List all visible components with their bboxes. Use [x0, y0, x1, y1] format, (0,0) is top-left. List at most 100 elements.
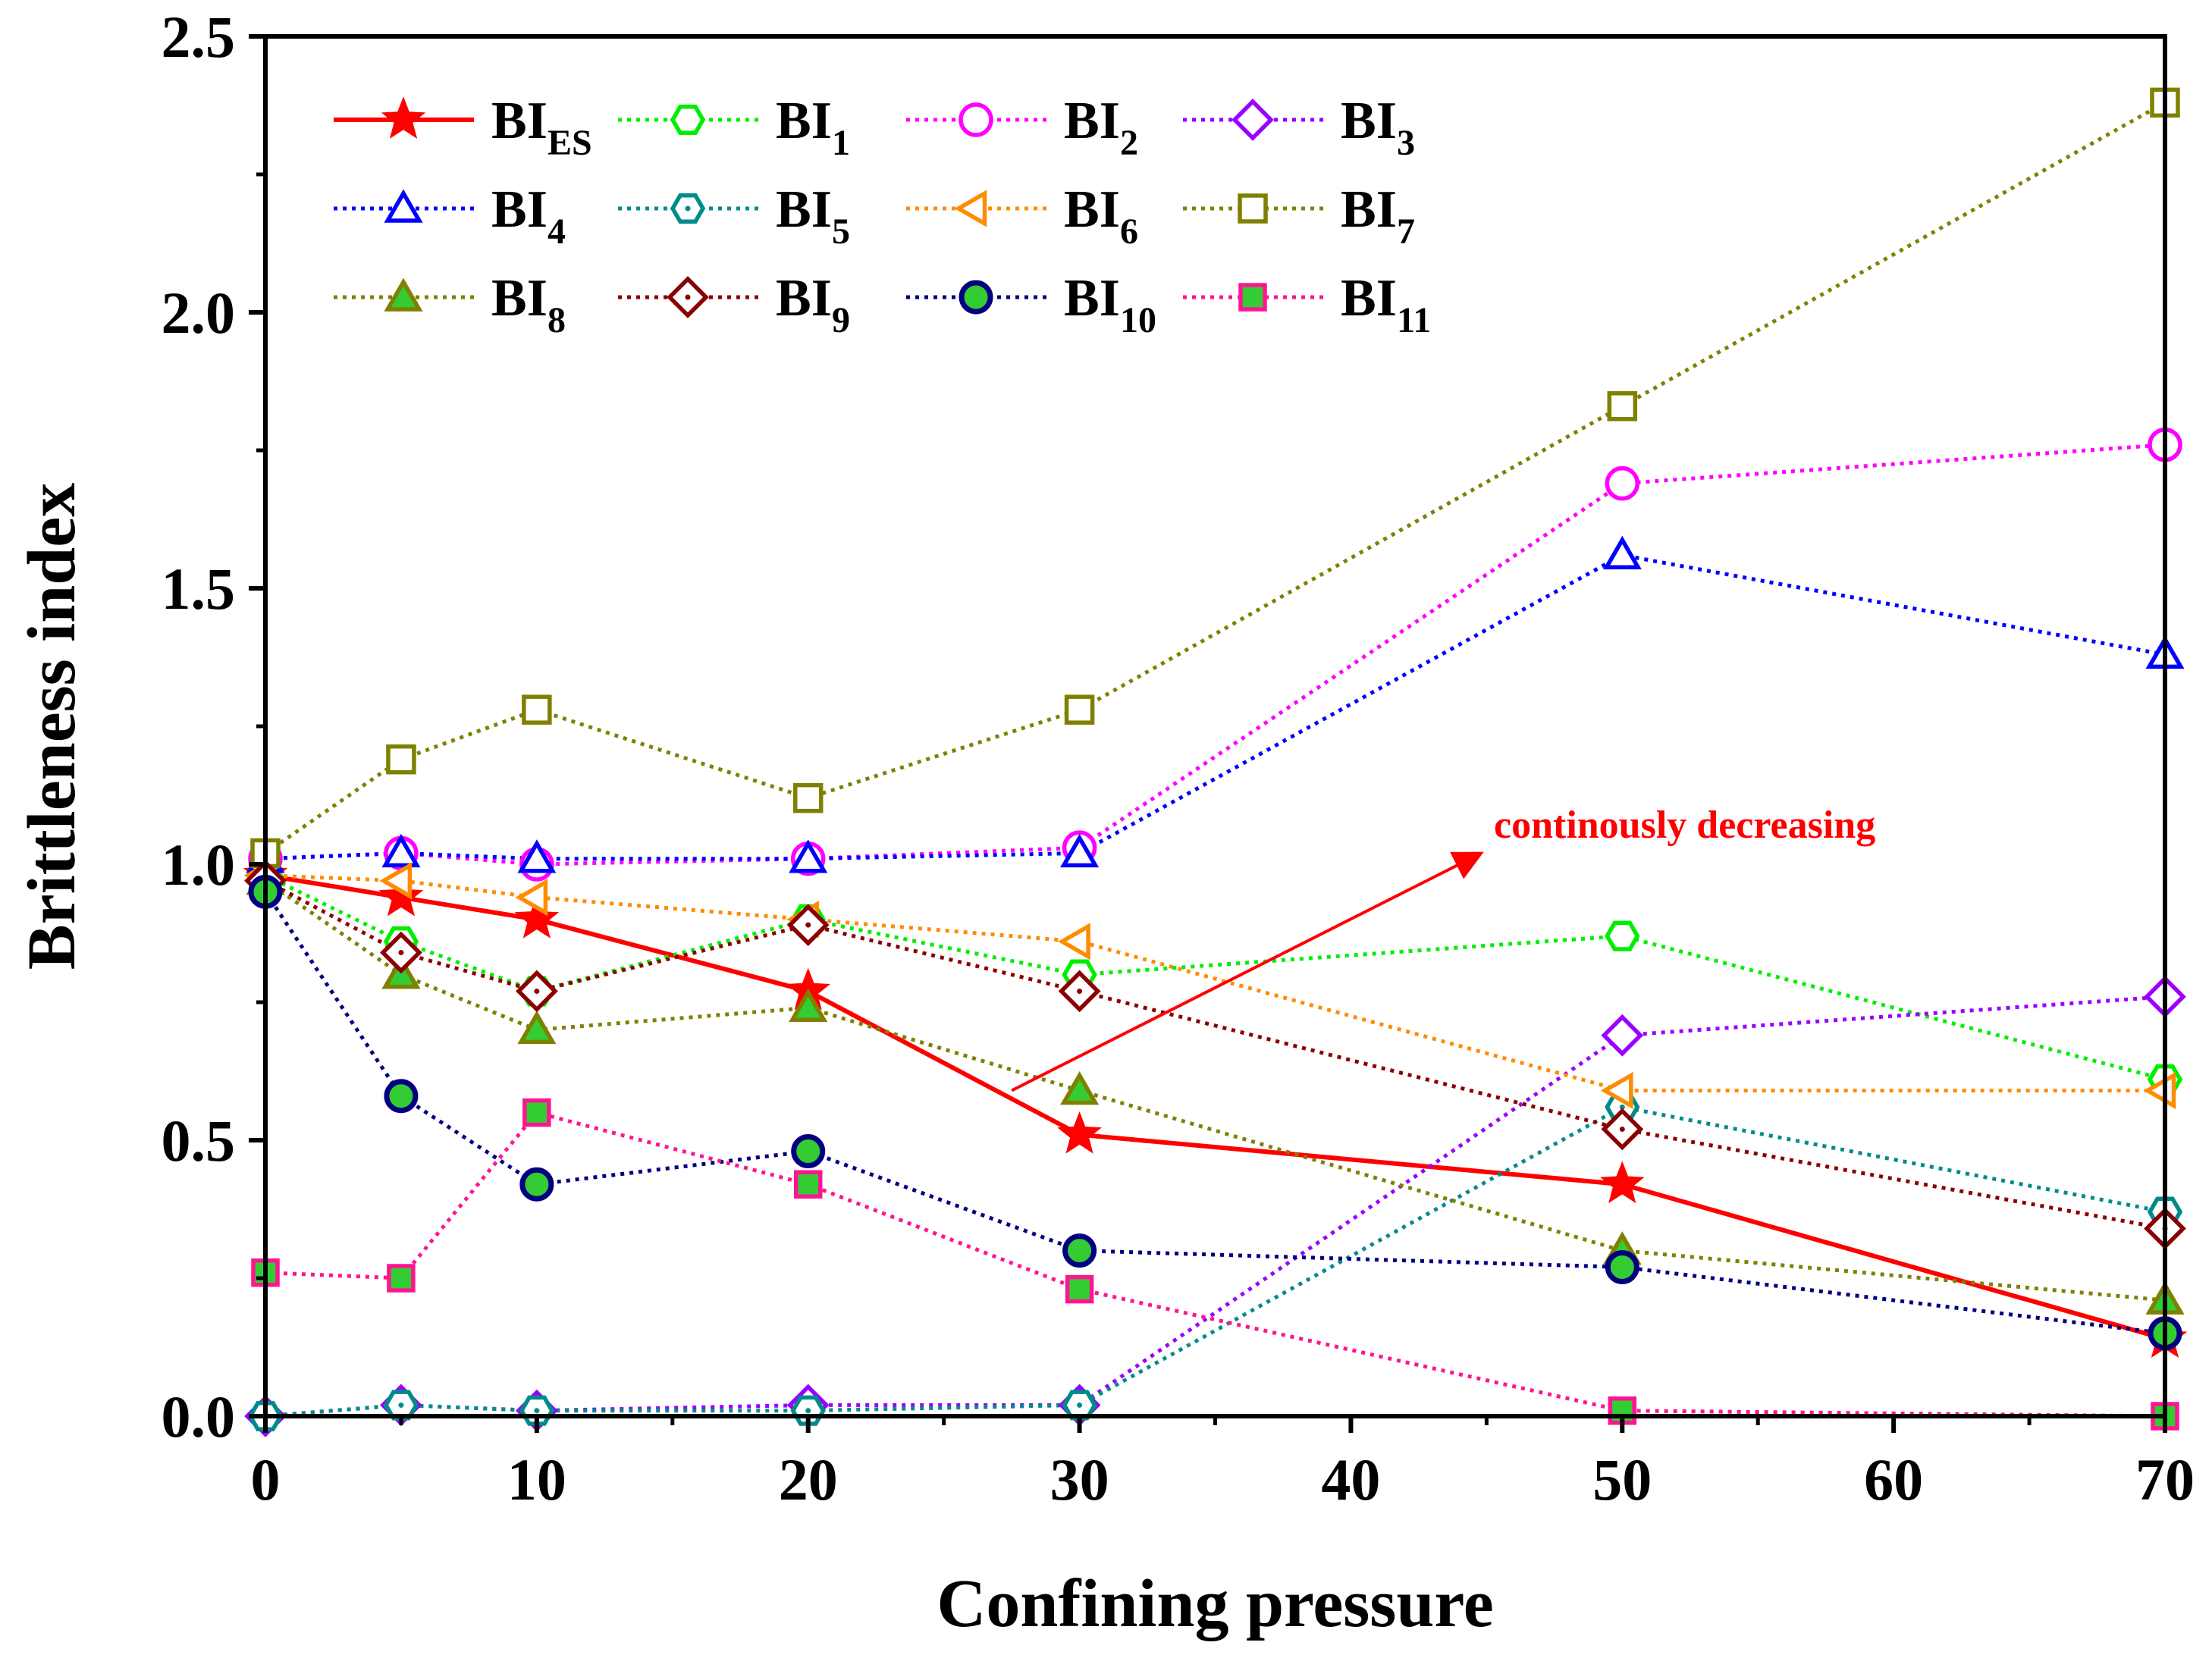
data-point-bi10: [519, 1167, 554, 1202]
series-line-11: [265, 1110, 2166, 1418]
data-point-bi2: [1605, 465, 1640, 501]
data-point-bi10: [384, 1079, 419, 1114]
data-point-bi8: [1060, 1071, 1100, 1105]
data-point-bi11: [387, 1264, 416, 1293]
data-point-bi6: [379, 862, 413, 900]
data-point-bi10: [791, 1134, 826, 1169]
data-point-bi7: [1607, 391, 1638, 422]
y-tick-label: 1.5: [162, 556, 236, 622]
y-axis-title: Brittleness index: [14, 483, 89, 970]
legend-marker-bi1: [670, 104, 706, 136]
data-point-bi9-dot: [1077, 988, 1083, 994]
legend-label-bi9: BI9: [776, 269, 850, 340]
legend-marker-bi3: [1232, 99, 1274, 141]
x-tick-label: 40: [1321, 1446, 1380, 1512]
data-point-bi4: [1060, 833, 1100, 868]
legend-marker-bi6: [954, 190, 987, 227]
data-point-bies: [1057, 1111, 1102, 1154]
annotation-arrow: [1011, 851, 1484, 1092]
data-point-bi8: [789, 988, 828, 1023]
data-point-bi7: [792, 782, 824, 813]
legend-label-bi1: BI1: [776, 92, 850, 163]
data-point-bies: [378, 873, 424, 917]
legend-marker-bies: [381, 96, 426, 139]
legend-marker-bi7: [1238, 193, 1268, 224]
series-line-6: [265, 873, 2165, 1092]
data-point-bi9-dot: [398, 949, 404, 955]
legend-subscript: 5: [832, 212, 850, 252]
data-point-bi4: [789, 839, 828, 873]
legend-marker-bi9-dot: [685, 294, 691, 300]
legend-subscript: 11: [1397, 300, 1431, 340]
legend-marker-bi4: [384, 189, 423, 223]
axes-layer: 0 10 20 30 40 50 60 70 0.0 0.5 1.0 1.5 2.0 2.5: [162, 4, 2195, 1512]
data-point-bi6: [1058, 923, 1090, 961]
legend-label-bi3: BI3: [1341, 92, 1415, 163]
data-point-bi5-dot: [398, 1402, 404, 1408]
legend: BIES BI1 BI2 BI3 BI4 BI5 BI6 BI7 BI8 BI9 BI10 BI11: [334, 92, 1431, 340]
legend-subscript: 10: [1120, 300, 1156, 340]
legend-marker-bi2: [959, 102, 993, 137]
data-point-bi6: [1600, 1071, 1633, 1110]
y-tick-label: 0.0: [162, 1384, 236, 1450]
annotation-layer: continously decreasing: [1011, 804, 1875, 1092]
legend-marker-bi10: [959, 280, 993, 315]
legend-marker-bi8: [384, 277, 423, 312]
data-point-bi7: [386, 744, 416, 775]
data-point-bi10: [1062, 1233, 1097, 1268]
series-line-2: [265, 443, 2166, 867]
data-point-bi3: [1601, 1014, 1644, 1057]
x-tick-label: 20: [779, 1446, 838, 1512]
x-tick-label: 0: [251, 1446, 281, 1512]
series-line-8: [264, 879, 2166, 1302]
data-point-bi9-dot: [534, 988, 540, 994]
x-tick-label: 50: [1592, 1446, 1652, 1512]
legend-label-bi10: BI10: [1064, 269, 1156, 340]
legend-subscript: 7: [1397, 212, 1415, 252]
legend-subscript: 6: [1120, 212, 1138, 252]
legend-label-bi5: BI5: [776, 180, 850, 252]
legend-subscript: 4: [548, 212, 566, 252]
legend-label-bi4: BI4: [491, 180, 566, 252]
y-tick-label: 2.5: [162, 4, 236, 70]
data-point-bi1: [1605, 920, 1640, 951]
annotation-text: continously decreasing: [1494, 804, 1875, 847]
data-point-bi9-dot: [805, 922, 811, 928]
x-axis-title: Confining pressure: [937, 1566, 1493, 1641]
data-point-bi4: [381, 833, 421, 868]
x-tick-label: 70: [2135, 1446, 2195, 1512]
y-tick-label: 1.0: [162, 832, 236, 898]
data-point-bi7: [522, 694, 552, 725]
series-line-3: [265, 995, 2166, 1418]
data-point-bi6: [515, 879, 548, 917]
legend-subscript: ES: [548, 123, 592, 163]
x-tick-label: 60: [1864, 1446, 1923, 1512]
series-line-5: [265, 1105, 2166, 1418]
data-point-bi8: [517, 1010, 557, 1045]
y-tick-label: 0.5: [162, 1108, 236, 1174]
data-point-bi11: [793, 1170, 823, 1199]
legend-subscript: 3: [1397, 123, 1415, 163]
legend-subscript: 1: [832, 123, 850, 163]
data-point-bi11: [1065, 1274, 1094, 1304]
legend-label-bi11: BI11: [1341, 269, 1431, 340]
data-point-bies: [514, 896, 560, 939]
data-point-bi9-dot: [1619, 1126, 1625, 1132]
legend-marker-bi11: [1238, 283, 1267, 312]
legend-label-bi2: BI2: [1064, 92, 1138, 163]
x-tick-label: 30: [1050, 1446, 1109, 1512]
legend-label-bi7: BI7: [1341, 180, 1415, 252]
data-point-bies: [1600, 1161, 1645, 1204]
legend-label-bi6: BI6: [1064, 180, 1138, 252]
legend-label-bies: BIES: [491, 92, 592, 163]
legend-subscript: 2: [1120, 123, 1138, 163]
data-point-bi5-dot: [805, 1408, 811, 1414]
data-point-bi5-dot: [1619, 1104, 1625, 1110]
legend-label-bi8: BI8: [491, 269, 566, 340]
data-point-bi4: [517, 839, 557, 873]
y-tick-label: 2.0: [162, 280, 236, 346]
legend-subscript: 9: [832, 300, 850, 340]
legend-subscript: 8: [548, 300, 566, 340]
